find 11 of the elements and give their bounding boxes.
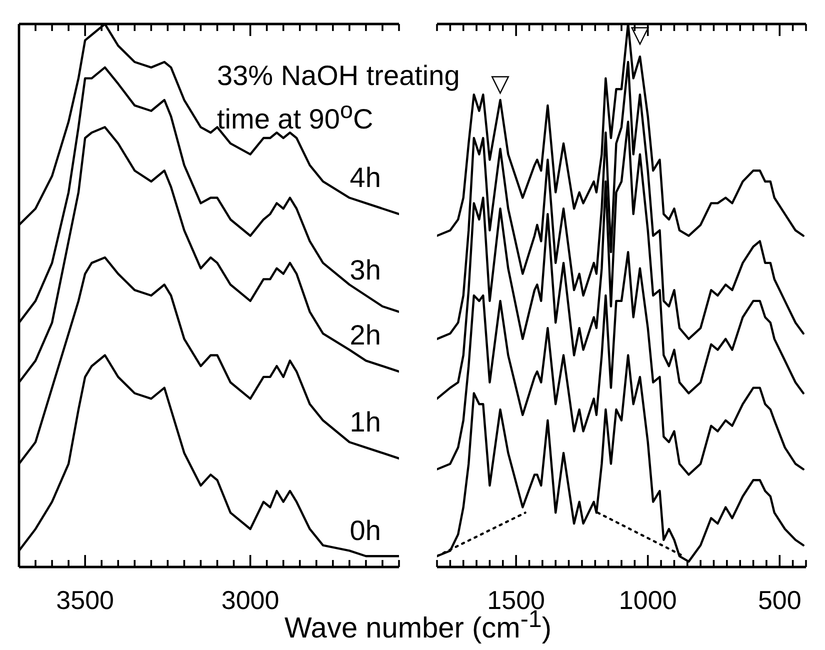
annotation: ▽ <box>491 69 510 98</box>
x-tick-label: 3500 <box>56 584 114 615</box>
series-label: 2h <box>350 320 381 351</box>
series-label: 4h <box>350 162 381 194</box>
annotation: 33% NaOH treating time at 90$^{o}$C <box>217 59 461 136</box>
series-label: 1h <box>350 406 381 438</box>
x-tick-label: 500 <box>758 584 802 615</box>
series-label: 0h <box>350 515 381 546</box>
series-label: 3h <box>350 254 381 286</box>
x-tick-label: 3000 <box>221 584 280 615</box>
x-tick-label: 1000 <box>618 584 677 615</box>
